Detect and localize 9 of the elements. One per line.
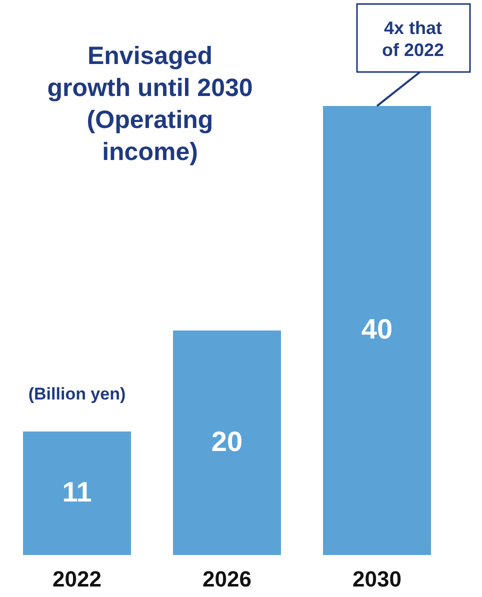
x-tick-label: 2022: [52, 566, 102, 592]
x-tick-label: 2030: [352, 566, 402, 592]
annotation: 4x that of 2022: [382, 18, 444, 60]
annotation: (Billion yen): [28, 384, 126, 404]
data-label: 40: [361, 314, 393, 344]
chart-title: Envisaged growth until 2030 (Operating income): [47, 42, 253, 166]
data-label: 20: [211, 426, 243, 457]
data-label: 11: [62, 476, 92, 508]
x-tick-label: 2026: [202, 566, 252, 592]
